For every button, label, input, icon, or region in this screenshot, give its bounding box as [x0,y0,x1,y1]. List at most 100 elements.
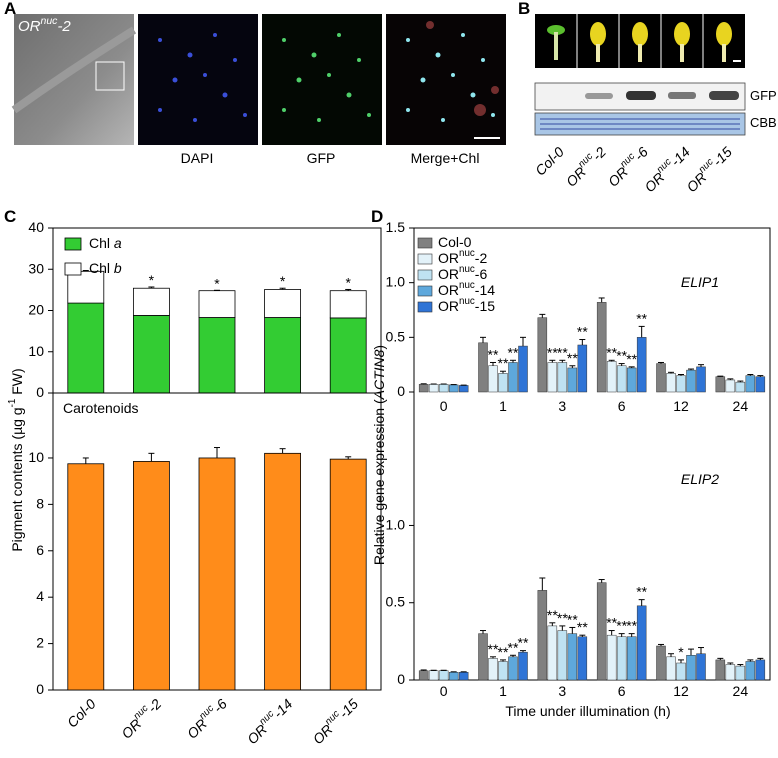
bar [488,658,498,681]
x-tick-label: 12 [673,683,689,699]
legend-swatch [417,253,433,265]
error-bar [579,339,586,345]
error-bar [480,336,486,343]
y-tick-label: 0 [36,681,44,697]
x-tick-label: 6 [618,398,626,414]
legend-label: Chl b [89,260,122,276]
channel-label: DAPI [181,150,214,166]
y-tick-label: 6 [36,541,44,557]
bar-segment [198,457,236,691]
x-axis-label: Time under illumination (h) [505,703,670,719]
bar [448,384,459,393]
bar [567,633,578,681]
panel-label: B [518,0,530,18]
bar [696,653,706,681]
y-tick-label: 0.5 [386,593,406,609]
seedling-photos [535,14,745,68]
y-tick-label: 0.5 [386,328,406,344]
legend-label: ORnuc-15 [438,296,495,314]
bar [755,659,766,681]
lane-label: Col-0 [532,143,567,178]
x-tick-label: 12 [673,398,689,414]
bar-segment [198,290,236,318]
significance: ** [567,611,578,627]
significance: * [280,273,286,289]
error-bar [82,457,89,464]
bar-segment [264,289,302,318]
y-axis-label: Relative gene expression (ACTIN8) [371,345,387,565]
significance: ** [626,617,637,633]
error-bar [717,657,724,660]
bar [438,384,449,393]
significance: * [345,274,351,290]
error-bar [757,657,764,660]
bar [448,672,459,681]
error-bar [148,286,155,289]
bar [715,376,726,393]
error-bar [520,336,526,347]
significance: ** [567,349,578,365]
x-tick-label: 6 [618,683,626,699]
bar [626,636,637,681]
y-tick-label: 0 [36,384,44,400]
bar [696,366,706,393]
significance: ** [606,344,617,360]
significance: ** [626,351,637,367]
bar [498,661,508,681]
error-bar [727,662,734,665]
x-tick-label: ORnuc-14 [243,694,296,747]
legend-label: Col-0 [438,234,472,250]
significance: * [678,644,684,660]
bar [508,656,518,681]
y-tick-label: 8 [36,495,44,511]
error-bar [668,653,674,657]
error-bar [688,368,694,371]
error-bar [628,633,635,637]
x-tick-label: 0 [440,398,448,414]
bar [438,670,449,681]
error-bar [618,363,625,366]
error-bar [549,359,556,363]
y-tick-label: 1.5 [386,219,406,235]
sample-label: ORnuc-2 [18,15,71,35]
panel-label: A [4,0,16,18]
significance: ** [488,641,499,657]
error-bar [549,622,556,626]
bar [418,670,429,681]
error-bar [638,599,645,606]
error-bar [608,359,615,362]
plot-frame [413,227,771,681]
bar-segment [264,317,302,394]
bar [518,345,528,393]
bar [596,302,607,393]
error-bar [688,648,694,656]
significance: ** [488,346,499,362]
y-tick-label: 30 [28,260,44,276]
channel-label: GFP [307,150,336,166]
y-tick-label: 0 [397,671,405,687]
micrograph-dic: ORnuc-2 [11,14,137,145]
significance: ** [606,614,617,630]
bar-segment [132,287,170,316]
bar [686,369,696,393]
bar [735,381,746,393]
error-bar [747,659,754,662]
bar [735,665,746,681]
bar [557,630,568,681]
legend-swatch [64,262,82,276]
coomassie-blot [534,112,746,136]
error-bar [678,659,684,663]
error-bar [539,577,546,591]
error-bar [279,448,286,454]
bar [725,664,736,681]
bar [537,590,548,681]
bar-segment [67,302,105,394]
blot-label: GFP [750,88,777,103]
bar [478,633,488,681]
x-tick-label: ORnuc-15 [308,694,361,747]
bar [666,656,676,681]
error-bar [658,643,664,646]
panel-title: Carotenoids [63,400,139,416]
x-tick-label: 3 [558,683,566,699]
